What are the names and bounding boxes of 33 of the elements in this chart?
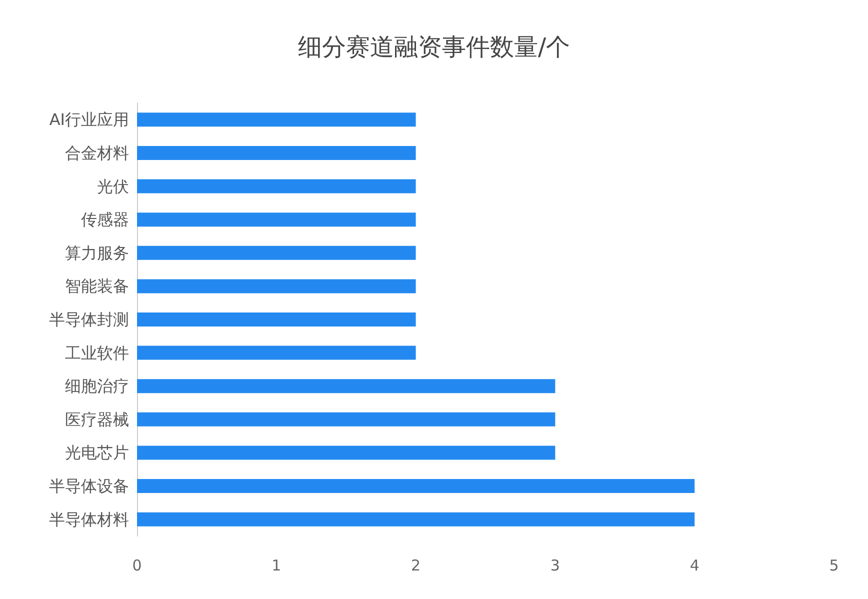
y-tick-label: 半导体材料 [49,510,129,529]
bar [137,279,416,294]
y-tick-label: 智能装备 [65,276,129,296]
x-tick-label: 3 [550,556,560,574]
bar [137,412,556,426]
bar [137,312,416,326]
bar [137,179,416,194]
y-tick-label: 算力服务 [65,243,129,262]
bar [137,246,416,260]
x-tick-label: 2 [411,556,421,574]
x-tick-label: 1 [272,556,282,574]
bar [137,146,416,160]
y-tick-label: 半导体设备 [49,476,129,496]
x-tick-label: 4 [690,556,700,574]
y-tick-label: 医疗器械 [65,410,129,429]
bar [137,379,556,394]
y-tick-label: 光伏 [97,176,129,196]
y-tick-label: 合金材料 [65,143,129,162]
chart-title: 细分赛道融资事件数量/个 [298,33,570,61]
y-tick-label: 光电芯片 [65,443,129,462]
bar [137,112,416,127]
x-tick-label: 0 [132,556,142,574]
bar [137,479,695,494]
y-tick-label: 传感器 [81,210,129,230]
bar [137,346,416,360]
x-tick-label: 5 [829,556,839,574]
bar [137,446,556,460]
y-tick-label: AI行业应用 [49,110,129,130]
y-tick-label: 工业软件 [65,343,129,362]
y-tick-label: 细胞治疗 [65,376,129,396]
y-tick-label: 半导体封测 [49,310,129,329]
bar [137,212,416,227]
bar [137,512,695,526]
